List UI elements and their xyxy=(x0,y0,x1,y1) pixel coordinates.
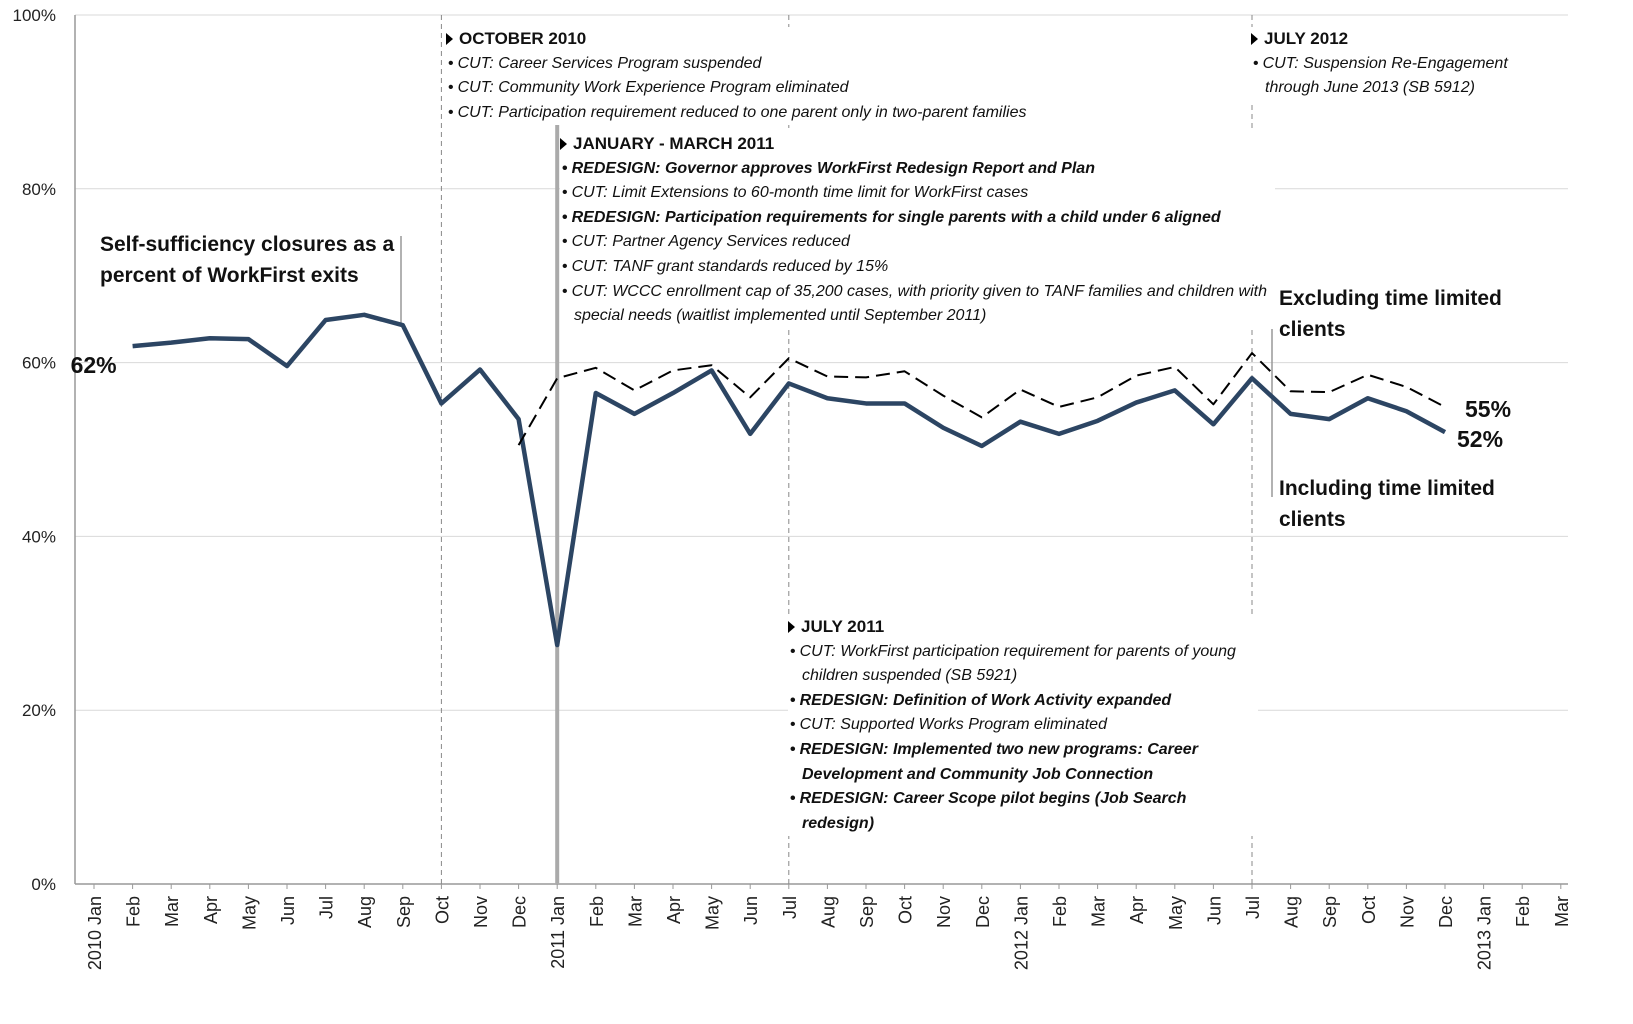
x-tick-label: May xyxy=(239,896,259,930)
x-tick-label: Mar xyxy=(1089,896,1109,927)
x-tick-label: Jun xyxy=(741,896,761,925)
annotation-item: REDESIGN: Career Scope pilot begins (Job… xyxy=(788,787,1258,836)
annotation-header: JULY 2011 xyxy=(788,615,1258,640)
y-tick-label: 40% xyxy=(22,527,56,546)
annotation-item: CUT: Career Services Program suspended xyxy=(446,52,1166,77)
x-tick-label: Apr xyxy=(201,896,221,924)
y-tick-label: 60% xyxy=(22,354,56,373)
x-tick-label: May xyxy=(703,896,723,930)
annotation: JULY 2011CUT: WorkFirst participation re… xyxy=(788,615,1258,837)
x-tick-label: Apr xyxy=(664,896,684,924)
annotation-item: CUT: Supported Works Program eliminated xyxy=(788,713,1258,738)
annotation-item: CUT: Limit Extensions to 60-month time l… xyxy=(560,181,1275,206)
series-line xyxy=(517,352,1446,446)
x-tick-label: Feb xyxy=(1513,896,1533,927)
x-tick-label: Dec xyxy=(973,896,993,928)
y-tick-label: 0% xyxy=(31,875,56,894)
annotation: JANUARY - MARCH 2011REDESIGN: Governor a… xyxy=(560,132,1275,329)
x-tick-label: Oct xyxy=(1359,896,1379,924)
x-tick-label: Dec xyxy=(510,896,530,928)
annotation-item: REDESIGN: Implemented two new programs: … xyxy=(788,738,1258,787)
value-label: 52% xyxy=(1457,426,1503,452)
y-tick-label: 80% xyxy=(22,180,56,199)
x-tick-label: Nov xyxy=(471,896,491,928)
x-tick-label: Feb xyxy=(124,896,144,927)
x-tick-label: Mar xyxy=(1552,896,1572,927)
annotation-item: REDESIGN: Definition of Work Activity ex… xyxy=(788,689,1258,714)
legend-label: Including time limited clients xyxy=(1279,477,1495,531)
annotation-item: CUT: WorkFirst participation requirement… xyxy=(788,640,1258,689)
annotation-item: REDESIGN: Governor approves WorkFirst Re… xyxy=(560,157,1275,182)
chart-title: Self-sufficiency closures as a percent o… xyxy=(100,233,395,287)
x-tick-label: Sep xyxy=(857,896,877,928)
x-tick-label: Nov xyxy=(1397,896,1417,928)
x-tick-label: Aug xyxy=(355,896,375,928)
x-tick-label: Jul xyxy=(1243,896,1263,919)
value-label: 55% xyxy=(1465,396,1511,422)
x-tick-label: Sep xyxy=(394,896,414,928)
annotation: OCTOBER 2010CUT: Career Services Program… xyxy=(446,27,1166,126)
x-tick-label: 2010 Jan xyxy=(85,896,105,970)
x-tick-label: Feb xyxy=(1050,896,1070,927)
x-tick-label: 2012 Jan xyxy=(1011,896,1031,970)
x-tick-label: Oct xyxy=(896,896,916,924)
x-tick-label: Sep xyxy=(1320,896,1340,928)
x-tick-label: Jun xyxy=(1204,896,1224,925)
x-tick-label: Jul xyxy=(317,896,337,919)
x-tick-label: Aug xyxy=(818,896,838,928)
annotation-item: REDESIGN: Participation requirements for… xyxy=(560,206,1275,231)
y-tick-label: 20% xyxy=(22,701,56,720)
x-tick-label: 2013 Jan xyxy=(1475,896,1495,970)
annotation-header: JANUARY - MARCH 2011 xyxy=(560,132,1275,157)
annotation-header: OCTOBER 2010 xyxy=(446,27,1166,52)
annotation-item: CUT: Participation requirement reduced t… xyxy=(446,101,1166,126)
value-label: 62% xyxy=(71,352,117,378)
annotation-header: JULY 2012 xyxy=(1251,27,1561,52)
x-tick-label: Mar xyxy=(625,896,645,927)
x-tick-label: Aug xyxy=(1282,896,1302,928)
x-tick-label: Jul xyxy=(780,896,800,919)
x-tick-label: Dec xyxy=(1436,896,1456,928)
annotation-item: CUT: WCCC enrollment cap of 35,200 cases… xyxy=(560,280,1275,329)
x-tick-label: May xyxy=(1166,896,1186,930)
legend-label: Excluding time limited clients xyxy=(1279,287,1502,341)
annotation-item: CUT: Suspension Re-Engagement through Ju… xyxy=(1251,52,1561,101)
x-tick-label: Mar xyxy=(162,896,182,927)
annotation-item: CUT: TANF grant standards reduced by 15% xyxy=(560,255,1275,280)
y-tick-label: 100% xyxy=(13,6,56,25)
series-line xyxy=(132,312,1447,648)
annotation: JULY 2012CUT: Suspension Re-Engagement t… xyxy=(1251,27,1561,101)
annotation-item: CUT: Partner Agency Services reduced xyxy=(560,230,1275,255)
x-tick-label: Oct xyxy=(432,896,452,924)
x-tick-label: Apr xyxy=(1127,896,1147,924)
annotation-item: CUT: Community Work Experience Program e… xyxy=(446,76,1166,101)
x-tick-label: Feb xyxy=(587,896,607,927)
x-tick-label: Nov xyxy=(934,896,954,928)
x-tick-label: 2011 Jan xyxy=(548,896,568,969)
x-tick-label: Jun xyxy=(278,896,298,925)
